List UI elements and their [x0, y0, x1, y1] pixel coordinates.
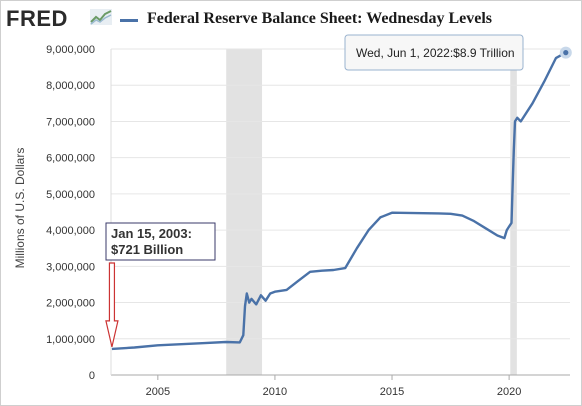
y-tick-label: 3,000,000 — [46, 261, 95, 273]
fred-logo[interactable]: FRED — [6, 6, 68, 31]
start-annotation-arrow-icon — [105, 262, 119, 348]
y-tick-label: 5,000,000 — [46, 189, 95, 201]
start-annotation: Jan 15, 2003: $721 Billion — [105, 222, 216, 348]
hover-point[interactable] — [563, 50, 569, 56]
series-line[interactable] — [111, 51, 567, 351]
y-tick-label: 8,000,000 — [46, 80, 95, 92]
chart-title: Federal Reserve Balance Sheet: Wednesday… — [147, 10, 492, 27]
start-annotation-value: $721 Billion — [111, 242, 183, 257]
x-tick-label: 2005 — [146, 386, 170, 398]
tooltip: Wed, Jun 1, 2022:$8.9 Trillion — [344, 34, 524, 71]
y-tick-label: 0 — [89, 370, 95, 382]
recession-band — [510, 49, 517, 375]
y-tick-label: 6,000,000 — [46, 153, 95, 165]
x-tick-label: 2020 — [497, 386, 521, 398]
data-points-group — [111, 52, 567, 350]
start-annotation-date: Jan 15, 2003: — [111, 226, 192, 241]
y-ticks-group: 0 1,000,000 2,000,000 3,000,000 4,000,000 5,0… — [46, 44, 95, 382]
x-tick-label: 2010 — [263, 386, 287, 398]
tooltip-box — [344, 34, 524, 71]
x-tick-label: 2015 — [380, 386, 404, 398]
tooltip-text: Wed, Jun 1, 2022:$8.9 Trillion — [356, 46, 515, 60]
y-tick-label: 9,000,000 — [46, 44, 95, 56]
legend-line-icon — [120, 19, 138, 22]
start-annotation-box — [105, 222, 216, 261]
y-tick-label: 7,000,000 — [46, 116, 95, 128]
y-tick-label: 4,000,000 — [46, 225, 95, 237]
chart-logo-icon — [90, 9, 112, 25]
gridlines-group — [111, 48, 570, 340]
x-ticks-group: 2005 2010 2015 2020 — [146, 375, 521, 398]
recession-shading-group — [226, 49, 517, 375]
y-tick-label: 1,000,000 — [46, 334, 95, 346]
y-tick-label: 2,000,000 — [46, 298, 95, 310]
